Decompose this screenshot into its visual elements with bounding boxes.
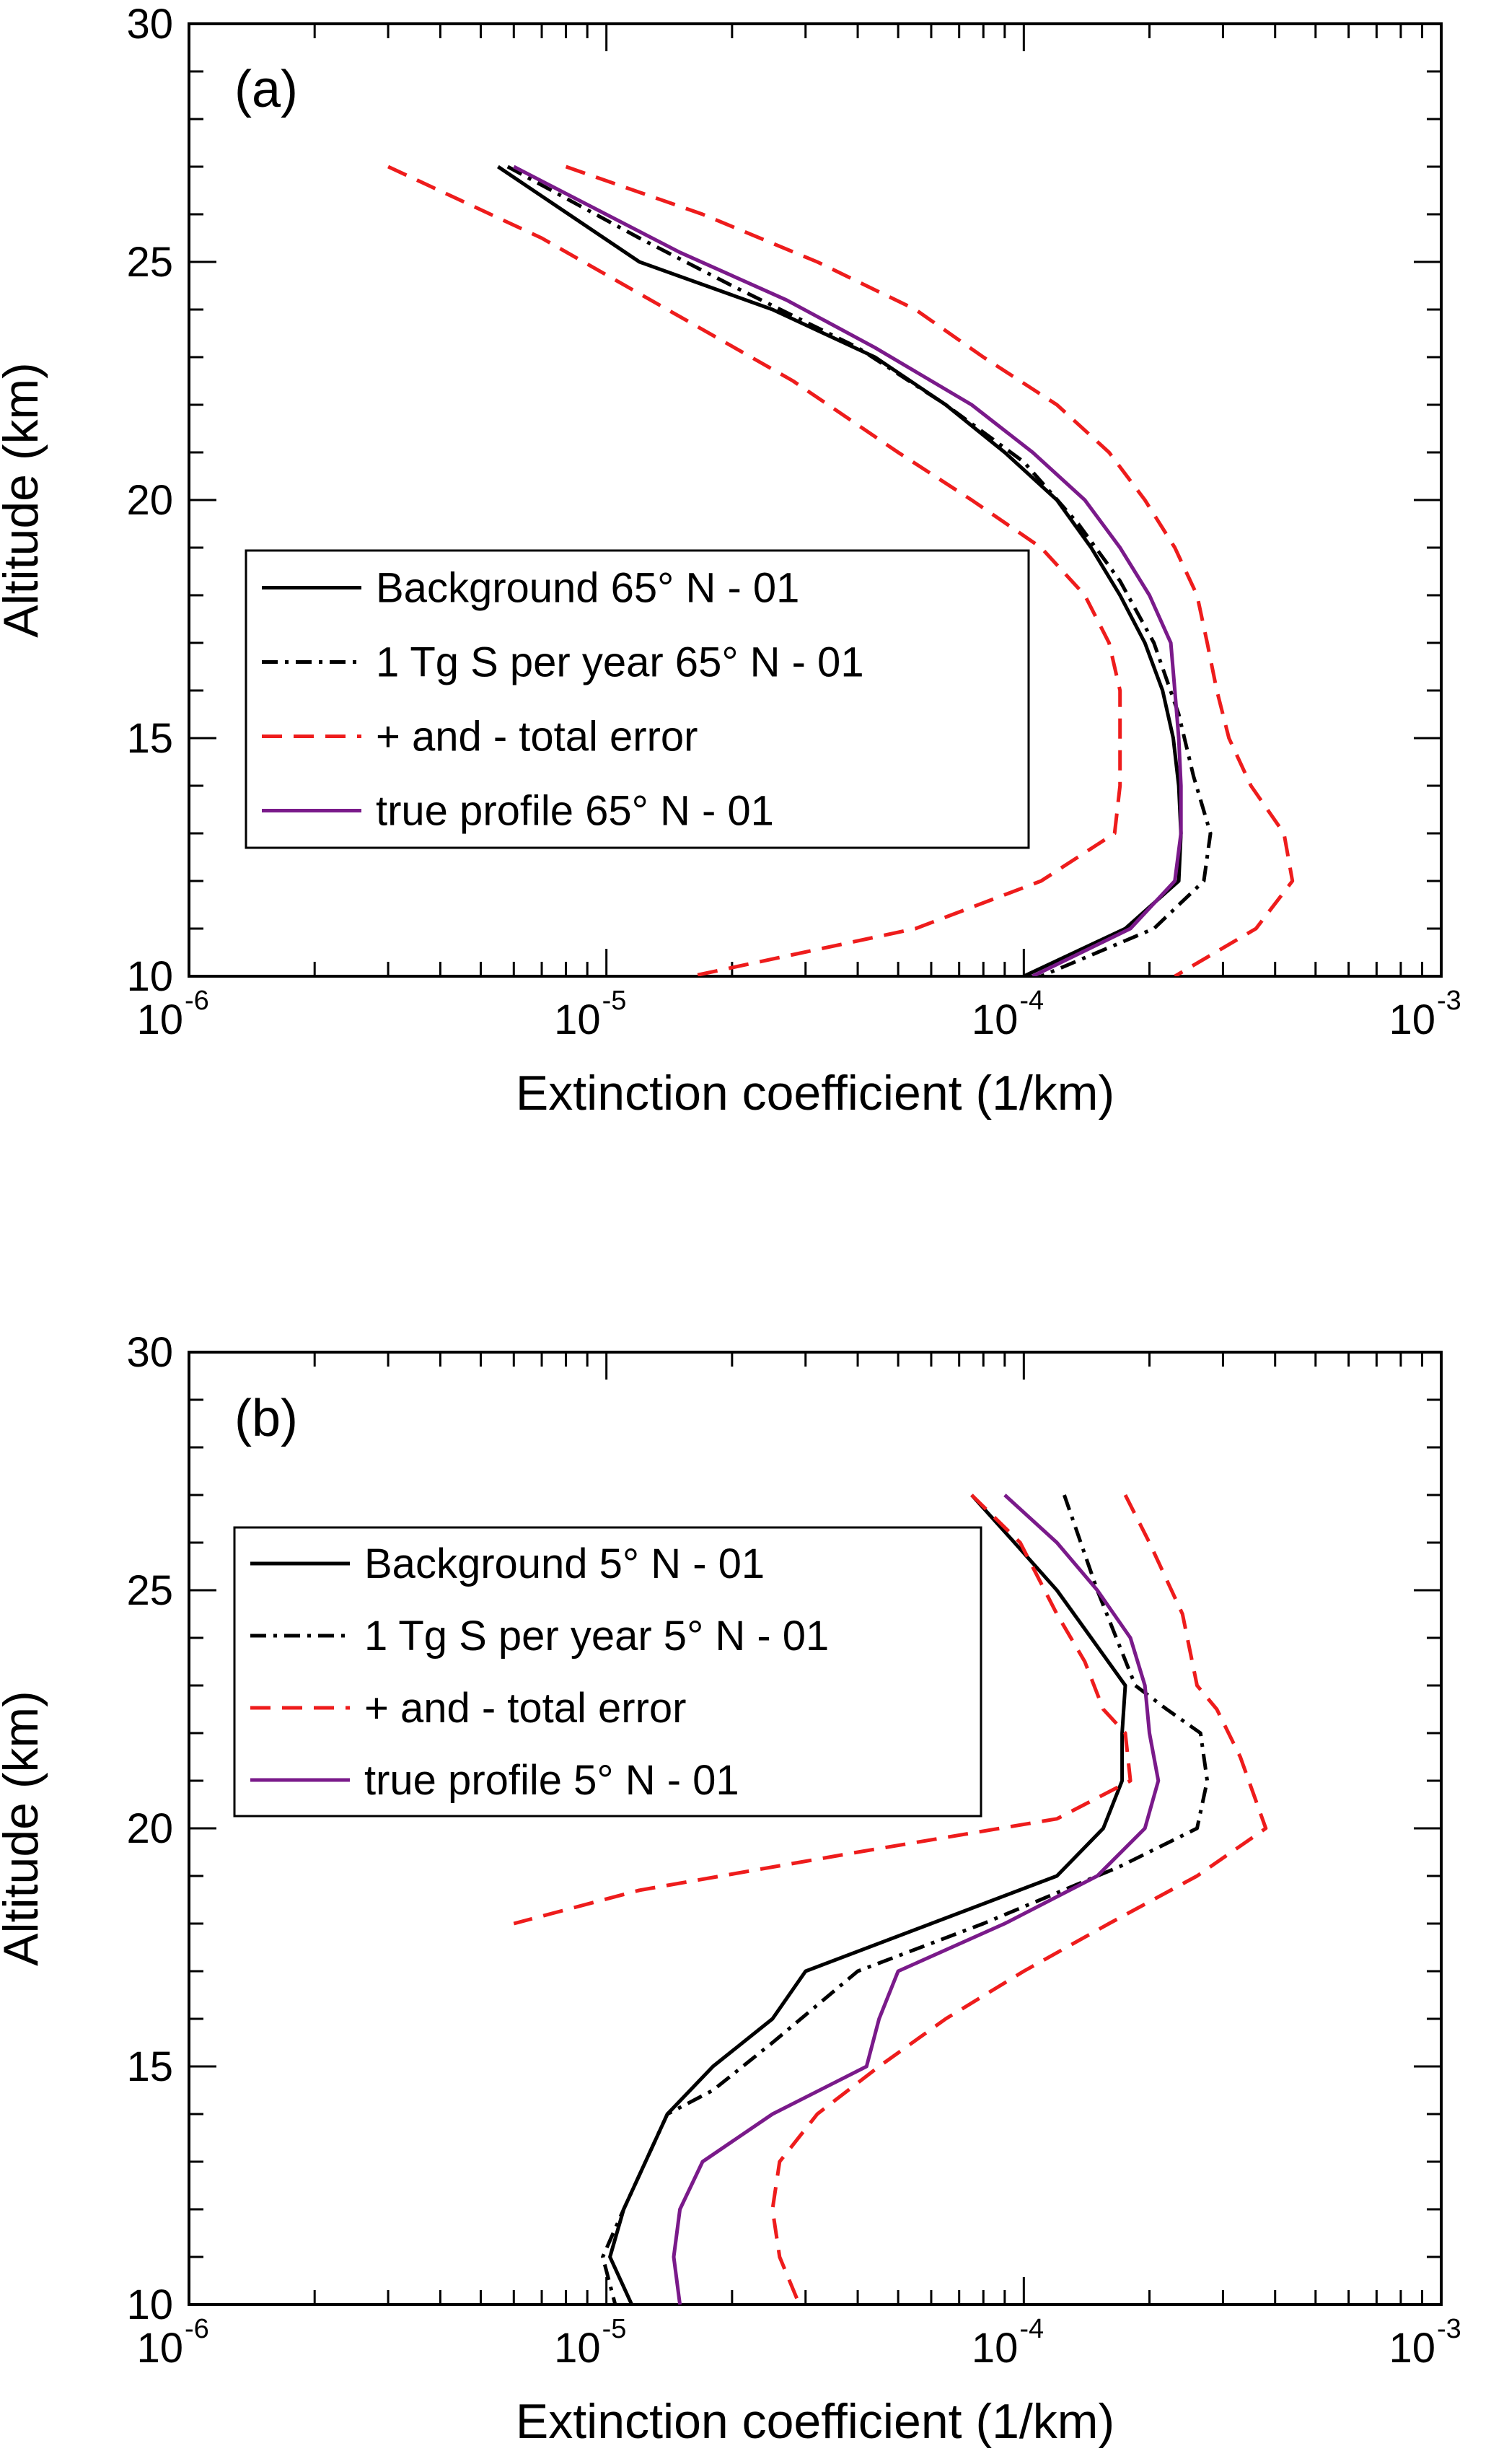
- x-tick-label-base: 10: [554, 996, 601, 1043]
- legend-label: Background 5° N - 01: [364, 1540, 765, 1587]
- legend-label: true profile 5° N - 01: [364, 1757, 739, 1804]
- series-line-1: [601, 1494, 1210, 2305]
- legend-label: + and - total error: [364, 1685, 687, 1732]
- legend-label: 1 Tg S per year 5° N - 01: [364, 1613, 829, 1660]
- panel-label: (b): [234, 1390, 298, 1447]
- x-tick-label-exp: -4: [1019, 2314, 1044, 2344]
- x-tick-label-base: 10: [972, 2325, 1019, 2372]
- x-tick-label-base: 10: [136, 996, 183, 1043]
- legend-label: Background 65° N - 01: [376, 565, 799, 612]
- y-tick-label: 15: [126, 2043, 173, 2090]
- plot-frame: [188, 1351, 1443, 2306]
- x-axis-label: Extinction coefficient (1/km): [516, 1066, 1114, 1121]
- y-tick-label: 10: [126, 2281, 173, 2328]
- y-axis-label: Altitude (km): [0, 1691, 48, 1966]
- x-tick-label-exp: -3: [1437, 986, 1461, 1016]
- y-tick-label: 25: [126, 239, 173, 286]
- x-axis-label: Extinction coefficient (1/km): [516, 2394, 1114, 2449]
- x-tick-label-exp: -5: [602, 2314, 627, 2344]
- series-line-2: [513, 165, 1183, 976]
- x-tick-label-exp: -6: [185, 2314, 209, 2344]
- series-line-1: [506, 165, 1213, 976]
- y-tick-label: 30: [126, 1329, 173, 1376]
- series-line-4: [770, 1494, 1268, 2305]
- y-tick-label: 20: [126, 1805, 173, 1852]
- x-tick-label-exp: -3: [1437, 2314, 1461, 2344]
- series-line-3: [387, 165, 1122, 976]
- series-group: [387, 165, 1295, 976]
- legend-box: [245, 549, 1030, 849]
- y-axis-label: Altitude (km): [0, 362, 48, 638]
- series-group: [513, 1494, 1268, 2305]
- x-tick-label-exp: -4: [1019, 986, 1044, 1016]
- series-line-4: [565, 165, 1295, 976]
- y-tick-label: 15: [126, 715, 173, 762]
- x-tick-label-base: 10: [136, 2325, 183, 2372]
- legend-label: 1 Tg S per year 65° N - 01: [376, 639, 864, 686]
- y-tick-label: 25: [126, 1567, 173, 1614]
- x-tick-label-exp: -6: [185, 986, 209, 1016]
- y-tick-label: 20: [126, 477, 173, 524]
- y-tick-label: 30: [126, 1, 173, 48]
- x-tick-label-base: 10: [1389, 2325, 1435, 2372]
- legend-label: + and - total error: [376, 714, 698, 760]
- legend-box: [233, 1526, 982, 1818]
- legend-label: true profile 65° N - 01: [376, 788, 774, 835]
- series-line-2: [672, 1494, 1161, 2305]
- series-line-3: [513, 1494, 1132, 1926]
- panel-label: (a): [234, 61, 298, 118]
- x-tick-label-base: 10: [554, 2325, 601, 2372]
- x-tick-label-base: 10: [972, 996, 1019, 1043]
- x-tick-label-exp: -5: [602, 986, 627, 1016]
- y-tick-label: 10: [126, 953, 173, 1000]
- x-tick-label-base: 10: [1389, 996, 1435, 1043]
